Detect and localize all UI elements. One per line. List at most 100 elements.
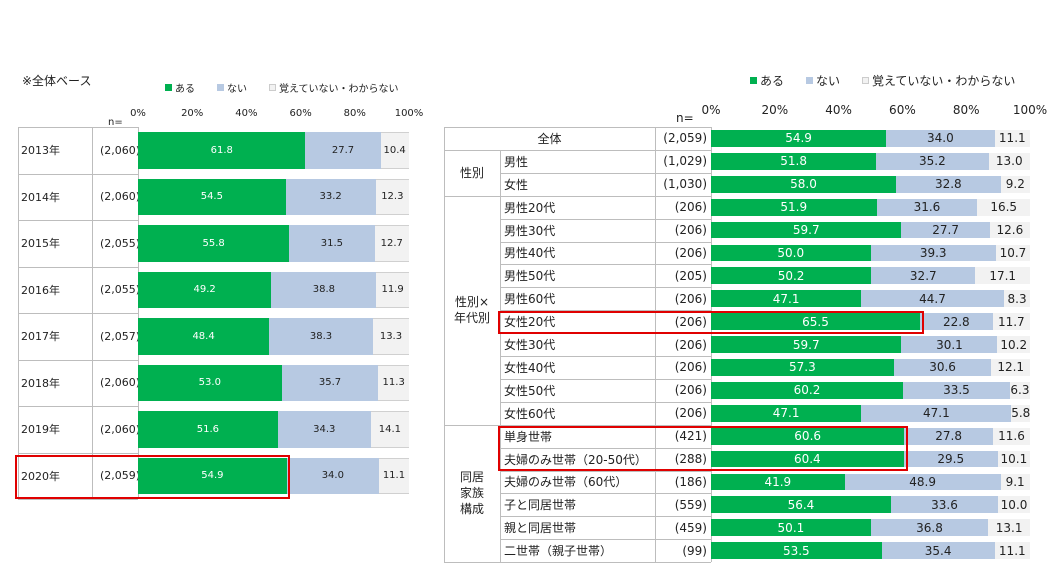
- grid-hline: [444, 149, 711, 151]
- row-n: (288): [674, 452, 707, 467]
- bar-aru: 53.5: [711, 542, 882, 560]
- row-n: (2,060): [100, 376, 141, 390]
- grid-vline: [500, 149, 501, 563]
- right-legend: ある ない 覚えていない・わからない: [750, 72, 1037, 89]
- bar-row-全体: 54.9 34.0 11.1: [711, 130, 1030, 147]
- bar-row-男性: 51.8 35.2 13.0: [711, 152, 1030, 170]
- legend-swatch-nai: [217, 84, 224, 91]
- highlight-box: [498, 311, 924, 335]
- bar-wakaranai: 11.6: [992, 427, 1030, 445]
- bar-aru: 58.0: [711, 175, 897, 193]
- bar-aru: 49.2: [138, 271, 272, 308]
- bar-nai: 35.7: [281, 364, 379, 401]
- grid-vline: [138, 127, 139, 499]
- grid-hline: [500, 264, 711, 266]
- bar-aru: 48.4: [138, 318, 270, 355]
- row-n: (1,030): [663, 177, 707, 192]
- grid-hline: [18, 406, 138, 407]
- row-label: 男性: [504, 154, 529, 169]
- row-label: 親と同居世帯: [504, 521, 577, 536]
- grid-hline: [500, 539, 711, 541]
- bar-nai: 38.8: [271, 271, 377, 308]
- legend-item-aru: ある: [750, 72, 784, 89]
- row-n: (206): [674, 337, 707, 352]
- row-label: 夫婦のみ世帯（20-50代）: [504, 452, 647, 467]
- bar-nai: 34.0: [286, 457, 379, 494]
- bar-wakaranai: 5.8: [1011, 404, 1031, 422]
- row-label: 男性40代: [504, 246, 556, 261]
- bar-row-男性40代: 50.0 39.3 10.7: [711, 244, 1030, 262]
- bar-nai: 30.6: [893, 359, 992, 376]
- bar-wakaranai: 9.2: [1000, 175, 1030, 193]
- bar-row-親と同居世帯: 50.1 36.8 13.1: [711, 519, 1030, 537]
- bar-aru: 54.5: [138, 178, 286, 215]
- tick-label: 100%: [394, 108, 424, 119]
- row-label: 2018年: [21, 376, 60, 390]
- bar-nai: 27.8: [904, 427, 993, 445]
- row-n: (1,029): [663, 154, 707, 169]
- row-n: (2,059): [663, 131, 707, 146]
- tick-label: 100%: [1012, 103, 1048, 117]
- row-n: (459): [674, 520, 707, 535]
- bar-nai: 33.5: [903, 381, 1010, 399]
- row-n: (2,060): [100, 190, 141, 204]
- bar-wakaranai: 13.0: [988, 152, 1030, 170]
- bar-nai: 33.2: [285, 178, 376, 215]
- bar-aru: 59.7: [711, 336, 902, 353]
- bar-wakaranai: 14.1: [370, 411, 409, 448]
- bar-row-夫婦のみ世帯_60代_: 41.9 48.9 9.1: [711, 473, 1030, 491]
- bar-wakaranai: 11.7: [992, 313, 1030, 331]
- tick-label: 60%: [289, 108, 312, 119]
- tick-label: 40%: [825, 103, 852, 117]
- grid-hline: [500, 241, 711, 243]
- bar-wakaranai: 10.4: [380, 132, 409, 169]
- bar-aru: 60.6: [711, 427, 905, 445]
- row-label: 2013年: [21, 144, 60, 158]
- legend-label-aru: ある: [175, 84, 195, 95]
- row-label: 女性60代: [504, 406, 556, 421]
- grid-hline: [500, 172, 711, 174]
- bar-wakaranai: 9.1: [1000, 473, 1030, 491]
- row-label: 単身世帯: [504, 429, 553, 444]
- row-label: 男性50代: [504, 269, 556, 284]
- grid-hline: [444, 562, 711, 564]
- bar-wakaranai: 10.0: [998, 496, 1030, 514]
- bar-aru: 41.9: [711, 473, 845, 491]
- grid-vline: [444, 127, 445, 563]
- bar-row-2017年: 48.4 38.3 13.3: [138, 318, 409, 355]
- row-label: 2014年: [21, 190, 60, 204]
- highlight-box: [15, 454, 290, 499]
- row-label: 2015年: [21, 237, 60, 251]
- bar-row-2019年: 51.6 34.3 14.1: [138, 411, 409, 448]
- bar-row-子と同居世帯: 56.4 33.6 10.0: [711, 496, 1030, 514]
- bar-wakaranai: 12.1: [991, 359, 1030, 376]
- row-n: (206): [674, 291, 707, 306]
- legend-label-wakaranai: 覚えていない・わからない: [279, 84, 399, 95]
- row-n: (99): [682, 543, 707, 558]
- bar-wakaranai: 12.3: [375, 178, 409, 215]
- base-note: ※全体ベース: [22, 74, 92, 88]
- bar-aru: 61.8: [138, 132, 306, 169]
- row-label: 女性40代: [504, 360, 556, 375]
- bar-wakaranai: 12.6: [989, 221, 1030, 239]
- row-label: 女性50代: [504, 383, 556, 398]
- grid-hline: [500, 447, 711, 449]
- grid-hline: [500, 401, 711, 403]
- legend-label-wakaranai: 覚えていない・わからない: [872, 74, 1016, 88]
- row-n: (205): [674, 268, 707, 283]
- row-n: (2,060): [100, 422, 141, 436]
- grid-hline: [500, 287, 711, 289]
- row-label: 2017年: [21, 330, 60, 344]
- legend-swatch-nai: [806, 77, 814, 84]
- bar-row-2020年: 54.9 34.0 11.1: [138, 457, 409, 494]
- bar-nai: 27.7: [901, 221, 990, 239]
- row-n: (2,055): [100, 236, 141, 250]
- bar-wakaranai: 11.1: [378, 457, 409, 494]
- bar-aru: 50.2: [711, 267, 872, 285]
- bar-aru: 51.9: [711, 198, 877, 216]
- tick-label: 0%: [130, 108, 146, 119]
- bar-wakaranai: 11.3: [378, 364, 409, 401]
- legend-item-nai: ない: [217, 80, 247, 95]
- bar-wakaranai: 11.9: [376, 271, 409, 308]
- legend-swatch-aru: [750, 77, 757, 84]
